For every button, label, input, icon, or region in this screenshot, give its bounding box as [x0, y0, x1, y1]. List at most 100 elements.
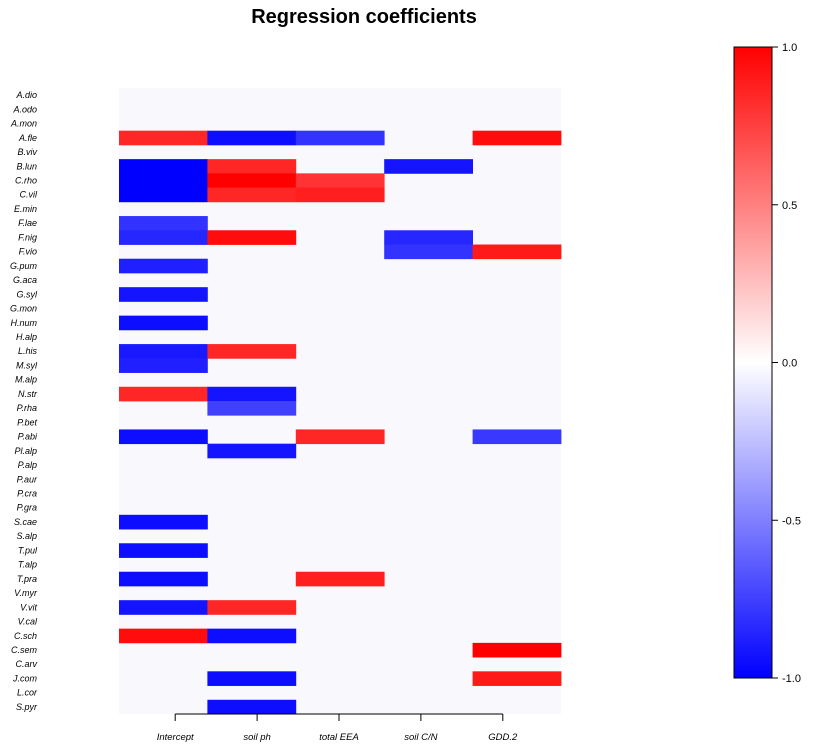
heatmap-cell	[295, 187, 385, 203]
heatmap-cell	[295, 173, 385, 188]
colorbar-tick-label: 1.0	[782, 42, 797, 54]
row-label: L.cor	[17, 688, 38, 698]
row-label: E.min	[14, 204, 37, 214]
column-label: total EEA	[319, 732, 359, 743]
heatmap-cell	[472, 642, 562, 658]
heatmap-cell	[384, 159, 473, 174]
row-label: A.fle	[18, 133, 37, 143]
heatmap-cell	[472, 429, 562, 445]
row-label: A.dio	[15, 90, 37, 100]
heatmap-cell	[207, 600, 297, 615]
row-label: P.alp	[18, 460, 37, 470]
row-label: F.nig	[18, 232, 37, 242]
colorbar-tick-label: -0.5	[782, 515, 801, 527]
heatmap-cell	[207, 443, 297, 459]
heatmap-cell	[119, 173, 208, 188]
heatmap-cell	[119, 130, 208, 146]
heatmap-cell	[119, 358, 208, 373]
row-label: L.his	[18, 346, 38, 356]
heatmap-cell	[119, 258, 208, 274]
heatmap-cell	[207, 671, 297, 686]
heatmap-cell	[207, 401, 297, 416]
row-label: G.pum	[10, 261, 38, 271]
heatmap-cell	[207, 699, 297, 715]
row-label: P.aur	[17, 474, 38, 484]
colorbar-gradient	[733, 46, 773, 679]
row-label: G.mon	[10, 304, 37, 314]
heatmap-cell	[119, 230, 208, 245]
heatmap-cell	[119, 600, 208, 615]
row-label: M.syl	[16, 360, 38, 370]
column-label: soil ph	[243, 732, 270, 743]
heatmap-cell	[119, 628, 208, 644]
heatmap-cell	[119, 571, 208, 587]
row-label: T.alp	[18, 560, 37, 570]
heatmap-cell	[119, 514, 208, 530]
colorbar-tick-label: 0.0	[782, 358, 797, 370]
column-label: Intercept	[157, 732, 194, 743]
heatmap-cell	[119, 543, 208, 558]
colorbar-tick-label: -1.0	[782, 673, 801, 685]
row-label: F.lae	[18, 218, 37, 228]
column-label: soil C/N	[404, 732, 437, 743]
row-label: P.cra	[17, 488, 37, 498]
row-label: S.cae	[14, 517, 37, 527]
row-label: V.cal	[18, 617, 38, 627]
row-label: T.pul	[18, 545, 38, 555]
heatmap-cell	[207, 187, 297, 203]
row-label: G.aca	[13, 275, 37, 285]
heatmap-cell	[119, 159, 208, 174]
row-label: P.rha	[17, 403, 37, 413]
row-label: J.com	[12, 673, 38, 683]
heatmap-cell	[384, 244, 473, 260]
heatmap-cell	[207, 230, 297, 245]
heatmap-cell	[384, 230, 473, 245]
heatmap-cell	[119, 216, 208, 231]
heatmap-cell	[207, 173, 297, 188]
row-label: Pl.alp	[14, 446, 37, 456]
heatmap-cell	[472, 130, 562, 146]
row-label: C.vil	[20, 190, 38, 200]
row-label: A.mon	[10, 119, 37, 129]
row-label: H.num	[10, 318, 37, 328]
row-label: F.vio	[19, 247, 37, 257]
heatmap-cell	[472, 244, 562, 260]
row-label: C.arv	[15, 659, 37, 669]
colorbar: -1.0 -0.5 0.0 0.5 1.0	[733, 42, 801, 685]
row-label: B.viv	[17, 147, 37, 157]
heatmap-cell	[295, 429, 385, 445]
row-label: P.abi	[18, 432, 38, 442]
row-label: C.rho	[15, 175, 37, 185]
chart-title: Regression coefficients	[251, 6, 477, 28]
heatmap-cell	[472, 671, 562, 686]
row-label: C.sem	[11, 645, 38, 655]
heatmap-cell	[119, 429, 208, 445]
heatmap-cell	[207, 386, 297, 402]
heatmap-cell	[119, 187, 208, 203]
heatmap-cell	[295, 130, 385, 146]
row-label: T.pra	[17, 574, 37, 584]
row-label: V.myr	[14, 588, 38, 598]
heatmap-cell	[207, 344, 297, 359]
heatmap-cell	[295, 571, 385, 587]
column-label: GDD.2	[488, 732, 518, 743]
row-label: S.alp	[16, 531, 37, 541]
heatmap-cell	[119, 287, 208, 302]
row-label: S.pyr	[16, 702, 38, 712]
row-label: P.gra	[17, 503, 37, 513]
heatmap-cell	[207, 628, 297, 644]
heatmap-cell	[207, 159, 297, 174]
row-label: H.alp	[16, 332, 37, 342]
row-label: C.sch	[14, 631, 37, 641]
row-label: N.str	[18, 389, 38, 399]
row-label: V.vit	[20, 602, 37, 612]
colorbar-tick-label: 0.5	[782, 200, 797, 212]
row-label: B.lun	[16, 161, 37, 171]
row-label: M.alp	[15, 375, 37, 385]
heatmap-cell	[119, 344, 208, 359]
row-label: A.odo	[12, 104, 37, 114]
row-label: P.bet	[17, 417, 37, 427]
heatmap-cell	[119, 315, 208, 331]
row-label: G.syl	[16, 289, 38, 299]
